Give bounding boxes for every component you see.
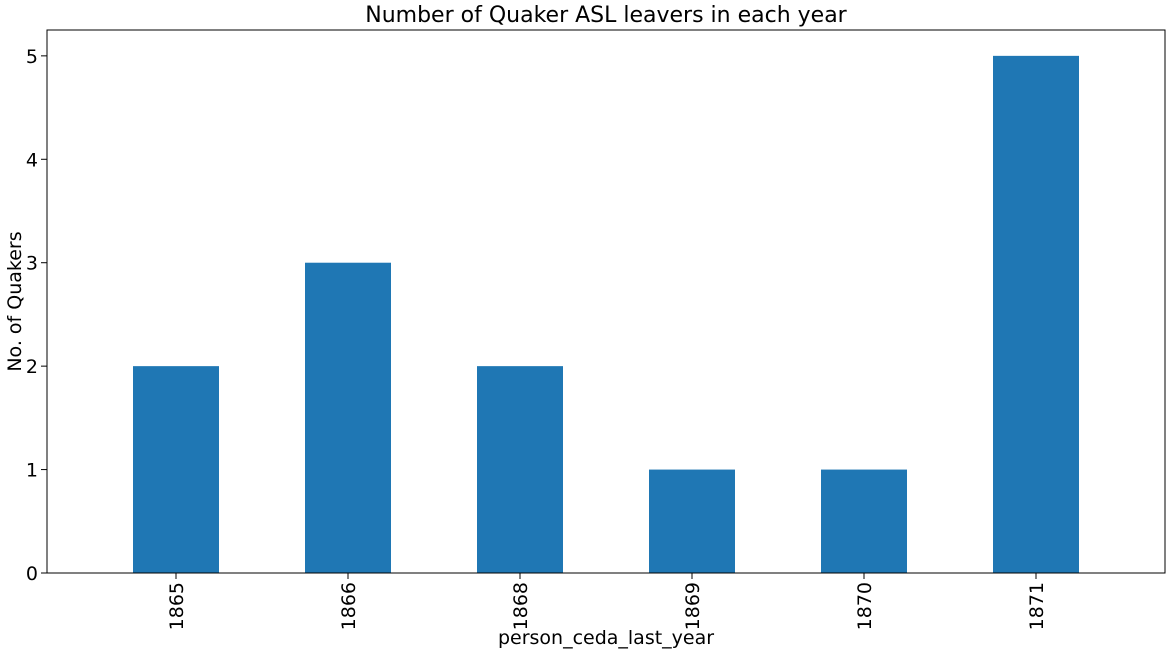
bar-1865 [133, 366, 219, 573]
chart-title: Number of Quaker ASL leavers in each yea… [365, 3, 847, 28]
x-tick-label: 1865 [166, 582, 188, 630]
y-tick-label: 5 [26, 46, 38, 68]
bar-1871 [993, 55, 1079, 574]
y-tick-label: 0 [26, 563, 38, 585]
bar-1870 [821, 469, 907, 573]
x-tick-label: 1866 [338, 582, 360, 630]
y-tick-label: 1 [26, 460, 38, 482]
y-axis: 0 1 2 3 4 5 [26, 46, 47, 585]
plot-area [133, 55, 1079, 574]
x-axis-label: person_ceda_last_year [498, 627, 714, 649]
plot-frame [46, 29, 1166, 574]
y-tick-label: 3 [26, 253, 38, 275]
y-tick-label: 4 [26, 149, 38, 171]
x-tick-label: 1871 [1026, 582, 1048, 630]
bar-1866 [305, 262, 391, 573]
x-tick-label: 1869 [682, 582, 704, 630]
y-tick-label: 2 [26, 356, 38, 378]
x-axis: 1865 1866 1868 1869 1870 1871 [166, 573, 1048, 630]
y-axis-label: No. of Quakers [4, 231, 26, 371]
x-tick-label: 1868 [510, 582, 532, 630]
x-tick-label: 1870 [854, 582, 876, 630]
bar-1869 [649, 469, 735, 573]
bar-1868 [477, 366, 563, 573]
